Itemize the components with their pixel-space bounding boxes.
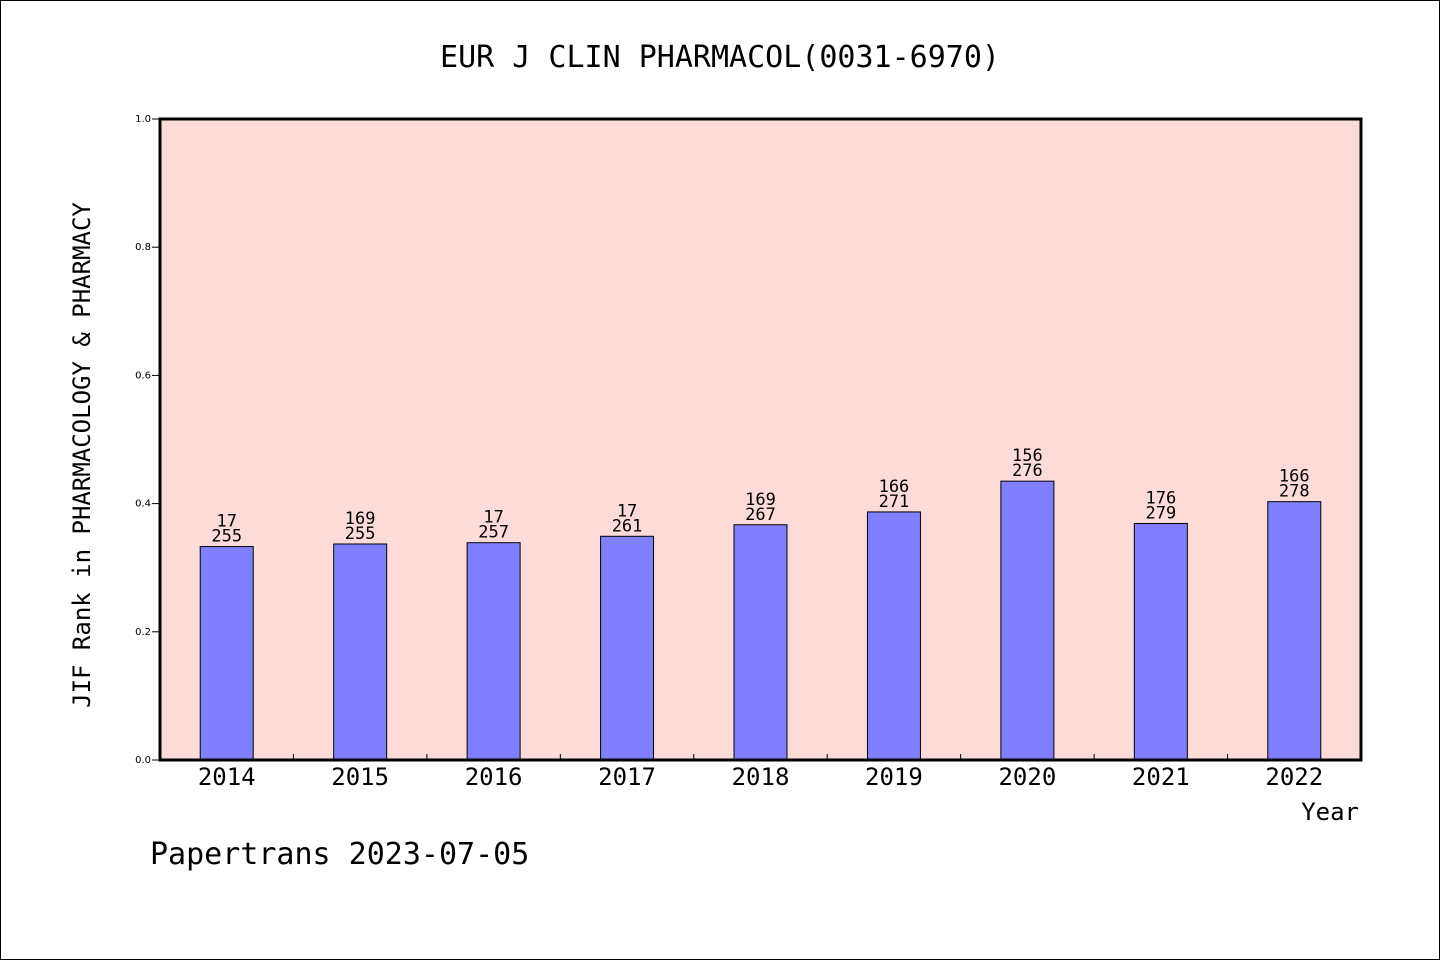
bar-label-total: 261 [612, 516, 643, 536]
x-tick-label: 2020 [998, 763, 1056, 791]
bar-2019 [866, 511, 921, 761]
plot-border [158, 117, 1363, 762]
bar-label-rank: 17 [617, 501, 637, 521]
bar-2014 [199, 546, 254, 761]
x-tick-label: 2022 [1265, 763, 1323, 791]
x-tick-label: 2021 [1132, 763, 1190, 791]
bar-label-rank: 176 [1145, 488, 1176, 508]
bar-label-total: 257 [478, 523, 509, 543]
y-tick-label: 0.8 [135, 242, 151, 253]
bar-2021 [1133, 522, 1188, 761]
bar-label-total: 276 [1012, 461, 1043, 481]
y-tick-label: 0.4 [135, 499, 151, 510]
y-axis-ticks: 0.0 0.2 0.4 0.6 0.8 1.0 [135, 114, 160, 766]
bars-group [199, 480, 1322, 761]
bar-2017 [600, 535, 655, 761]
bar-label-rank: 17 [483, 508, 503, 528]
bar-label-total: 255 [211, 527, 242, 547]
x-tick-label: 2014 [198, 763, 256, 791]
x-axis-label: Year [1301, 798, 1359, 826]
bar-label-rank: 17 [216, 512, 236, 532]
y-axis-label: JIF Rank in PHARMACOLOGY & PHARMACY [68, 202, 96, 708]
x-tick-label: 2016 [465, 763, 523, 791]
bar-label-total: 278 [1279, 482, 1310, 502]
bar-labels-group: 1725516925517257172611692671662711562761… [211, 446, 1309, 546]
y-tick-label: 0.6 [135, 370, 151, 381]
bar-label-rank: 156 [1012, 446, 1043, 466]
bar-label-rank: 166 [1279, 467, 1310, 487]
x-tick-label: 2017 [598, 763, 656, 791]
y-tick-label: 1.0 [135, 114, 151, 125]
bar-label-total: 255 [345, 524, 376, 544]
footer-credit: Papertrans 2023-07-05 [150, 837, 529, 872]
bar-label-total: 267 [745, 505, 776, 525]
bar-2018 [733, 524, 788, 761]
bar-label-rank: 169 [745, 490, 776, 510]
bar-2015 [333, 543, 388, 761]
x-tick-label: 2015 [331, 763, 389, 791]
bar-label-total: 279 [1145, 503, 1176, 523]
bar-label-rank: 169 [345, 509, 376, 529]
x-tick-label: 2019 [865, 763, 923, 791]
y-tick-label: 0.2 [135, 627, 151, 638]
bar-2022 [1267, 501, 1322, 761]
bar-2016 [466, 542, 521, 761]
bar-label-total: 271 [879, 492, 910, 512]
x-tick-labels-group: 2014 2015 2016 2017 2018 2019 2020 2021 2022 [198, 763, 1323, 791]
chart-title: EUR J CLIN PHARMACOL(0031-6970) [440, 40, 1000, 75]
bar-label-rank: 166 [879, 477, 910, 497]
bar-2020 [1000, 480, 1055, 761]
y-tick-label: 0.0 [135, 755, 151, 766]
x-tick-label: 2018 [732, 763, 790, 791]
